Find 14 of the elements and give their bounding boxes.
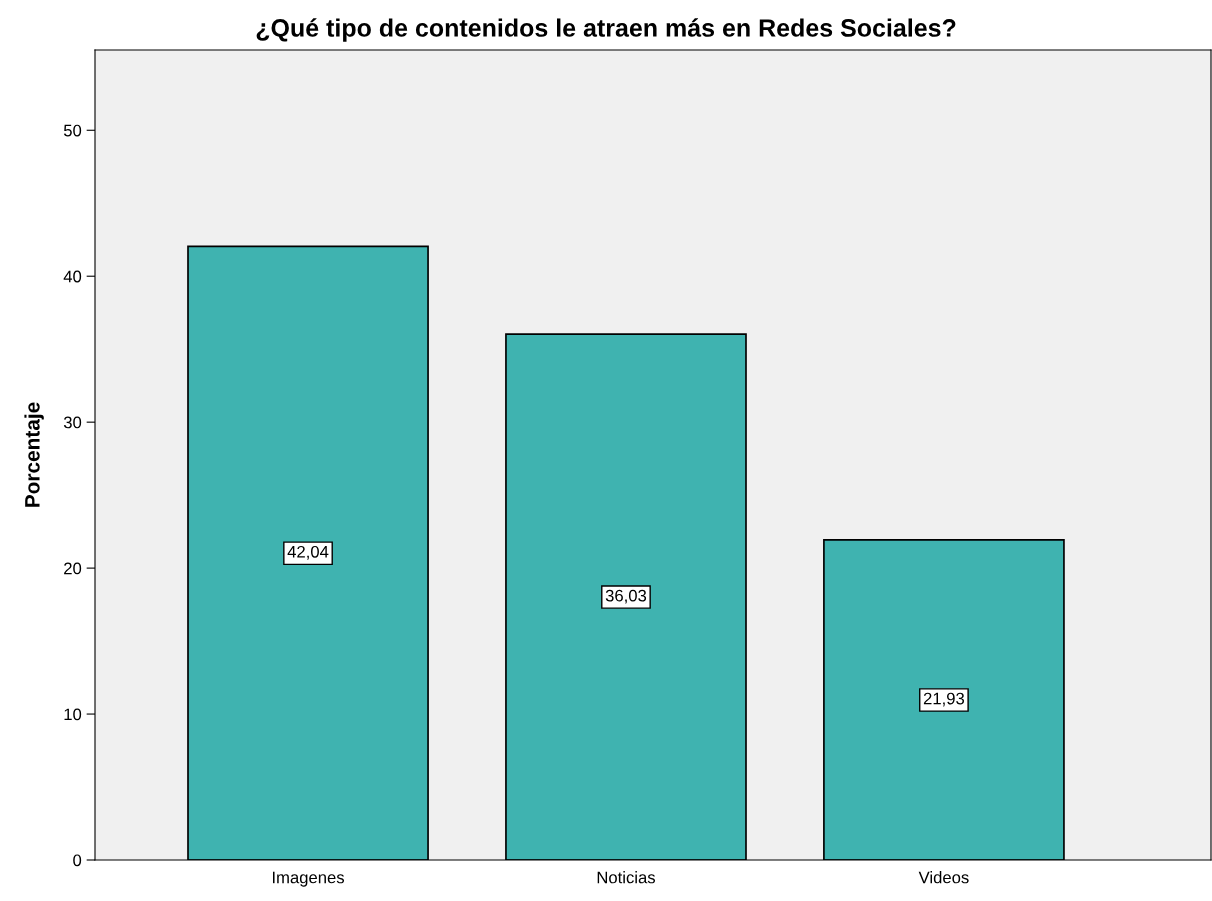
data-label: 36,03 xyxy=(605,589,647,604)
y-tick-label: 0 xyxy=(73,854,82,867)
y-axis-title: Porcentaje xyxy=(24,402,44,507)
x-tick-label: Imagenes xyxy=(272,871,345,887)
y-tick-label: 50 xyxy=(63,124,82,137)
x-tick-label: Videos xyxy=(918,871,969,884)
y-tick-label: 10 xyxy=(64,708,82,721)
data-label: 42,04 xyxy=(287,545,329,560)
y-tick-label: 30 xyxy=(63,416,82,429)
y-tick-label: 20 xyxy=(64,562,82,575)
x-tick-label: Noticias xyxy=(597,871,656,884)
data-label: 21,93 xyxy=(923,692,965,707)
y-tick-label: 40 xyxy=(63,270,82,283)
chart-title: ¿Qué tipo de contenidos le atraen más en Redes Sociales? xyxy=(256,18,956,42)
